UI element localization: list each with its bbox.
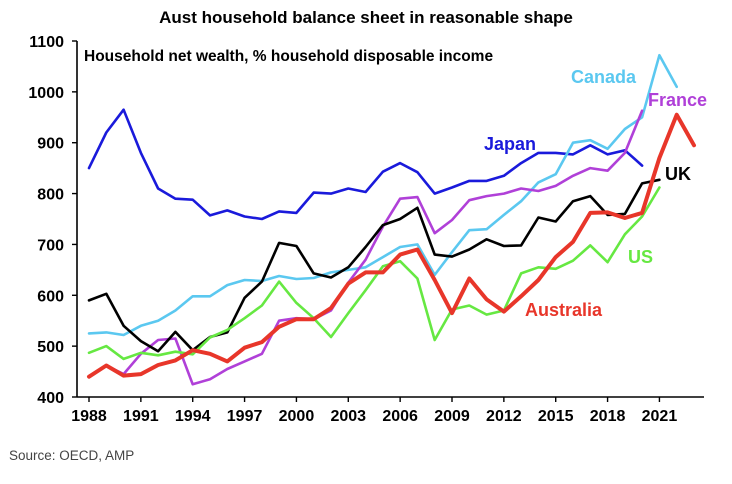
series-label-us: US xyxy=(628,247,653,267)
x-tick-label: 2000 xyxy=(279,408,315,425)
x-tick-label: 2021 xyxy=(642,408,678,425)
series-label-france: France xyxy=(648,90,707,110)
chart: Aust household balance sheet in reasonab… xyxy=(28,8,707,425)
series-label-uk: UK xyxy=(665,164,691,184)
x-tick-label: 1997 xyxy=(227,408,263,425)
y-tick-label: 500 xyxy=(37,339,64,356)
y-tick-label: 600 xyxy=(37,288,64,305)
chart-title: Aust household balance sheet in reasonab… xyxy=(159,8,573,27)
x-tick-label: 1988 xyxy=(71,408,107,425)
y-tick-label: 1100 xyxy=(29,34,64,51)
y-tick-label: 700 xyxy=(37,237,64,254)
x-tick-label: 2003 xyxy=(330,408,366,425)
series-line-canada xyxy=(87,53,679,337)
series-label-canada: Canada xyxy=(571,67,637,87)
series-line-uk xyxy=(87,178,661,353)
x-tick-label: 2012 xyxy=(486,408,522,425)
series-line-australia xyxy=(87,112,696,379)
x-tick-label: 2006 xyxy=(382,408,418,425)
series-label-japan: Japan xyxy=(484,134,536,154)
x-tick-label: 2018 xyxy=(590,408,626,425)
y-tick-label: 400 xyxy=(37,390,64,407)
series-line-japan xyxy=(87,108,644,221)
x-tick-label: 1994 xyxy=(175,408,211,425)
x-tick-label: 2015 xyxy=(538,408,574,425)
x-tick-label: 1991 xyxy=(123,408,159,425)
series-label-australia: Australia xyxy=(525,300,603,320)
y-tick-label: 800 xyxy=(37,187,64,204)
y-tick-label: 1000 xyxy=(28,85,64,102)
chart-subtitle: Household net wealth, % household dispos… xyxy=(84,48,493,65)
x-tick-label: 2009 xyxy=(434,408,470,425)
y-tick-label: 900 xyxy=(37,136,64,153)
source-note: Source: OECD, AMP xyxy=(9,448,135,463)
